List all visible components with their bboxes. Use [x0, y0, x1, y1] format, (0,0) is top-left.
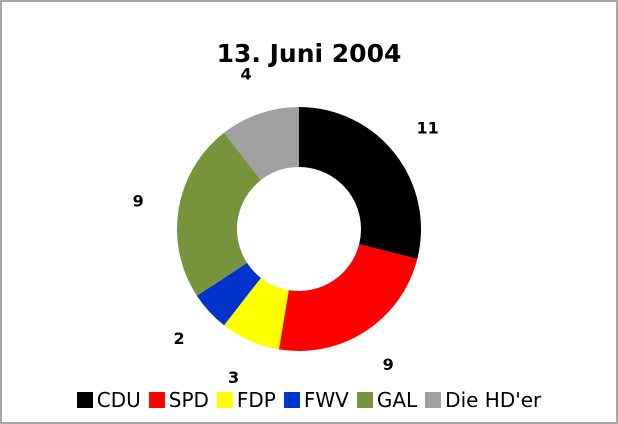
legend-swatch [425, 392, 442, 408]
legend-item: CDU [76, 388, 141, 412]
data-label: 3 [228, 368, 239, 387]
legend-swatch [76, 392, 93, 408]
legend-label: FDP [236, 388, 276, 412]
legend-swatch [283, 392, 300, 408]
donut-slice [224, 277, 289, 350]
donut-slice [224, 107, 299, 181]
chart-title: 13. Juni 2004 [217, 39, 402, 68]
donut-slice [177, 132, 261, 296]
legend-label: SPD [168, 388, 209, 412]
legend-label: CDU [96, 388, 141, 412]
data-label: 9 [133, 192, 144, 211]
legend-label: GAL [376, 388, 418, 412]
data-label: 4 [241, 64, 252, 83]
legend-item: GAL [356, 388, 418, 412]
legend-item: SPD [148, 388, 209, 412]
data-label: 11 [416, 118, 438, 137]
legend-label: FWV [303, 388, 349, 412]
legend-item: FDP [216, 388, 276, 412]
data-label: 9 [383, 355, 394, 374]
legend-item: Die HD'er [425, 388, 541, 412]
legend-label: Die HD'er [445, 388, 542, 412]
legend-item: FWV [283, 388, 349, 412]
data-label: 2 [174, 329, 185, 348]
donut-slice [196, 262, 261, 326]
legend: CDU SPD FDP FWV GAL Die HD'er [0, 388, 618, 412]
donut-slice [278, 244, 418, 352]
donut-slice [299, 107, 421, 259]
legend-swatch [216, 392, 233, 408]
legend-swatch [356, 392, 373, 408]
legend-swatch [148, 392, 165, 408]
